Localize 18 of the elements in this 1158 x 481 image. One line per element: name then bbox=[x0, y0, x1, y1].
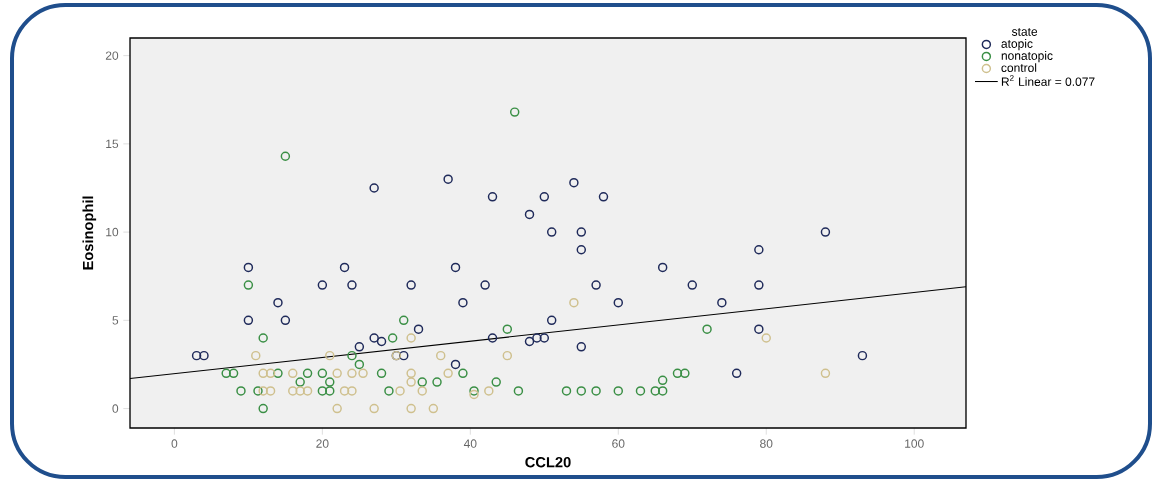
legend-label: control bbox=[1001, 63, 1037, 72]
x-tick-label: 60 bbox=[612, 439, 625, 448]
x-axis-title: CCL20 bbox=[525, 457, 571, 468]
x-tick-label: 20 bbox=[316, 439, 329, 448]
y-tick-label: 10 bbox=[106, 227, 119, 237]
y-tick-label: 0 bbox=[112, 404, 119, 413]
y-tick-label: 5 bbox=[112, 316, 119, 325]
x-tick-label: 100 bbox=[905, 439, 924, 448]
x-tick-label: 80 bbox=[760, 439, 773, 448]
x-tick-label: 40 bbox=[463, 439, 477, 448]
x-tick-label: 0 bbox=[171, 439, 178, 448]
legend-title: state bbox=[1011, 27, 1038, 36]
y-axis-title: Eosinophil bbox=[82, 196, 97, 270]
y-tick-label: 15 bbox=[106, 139, 119, 149]
y-tick-label: 20 bbox=[105, 51, 119, 60]
legend-label: atopic bbox=[1001, 39, 1033, 51]
legend-label: R$^{2}$ Linear = 0.077 bbox=[1001, 75, 1095, 86]
legend-label: nonatopic bbox=[1001, 51, 1053, 63]
